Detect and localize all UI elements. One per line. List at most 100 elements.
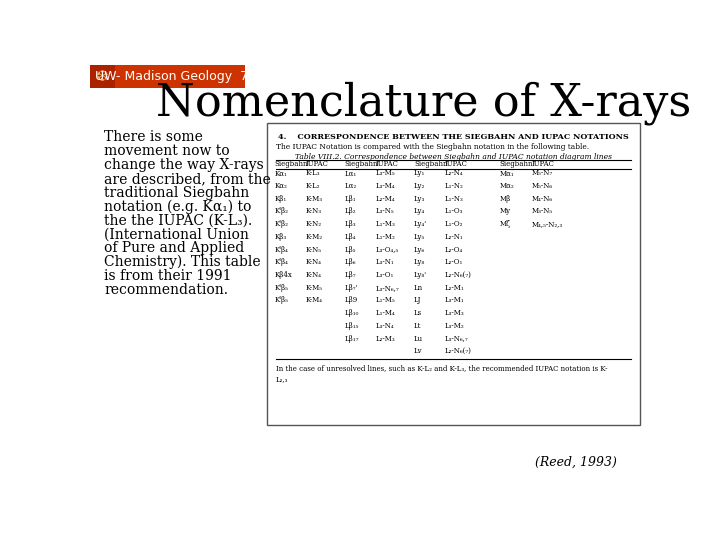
Text: IUPAC: IUPAC [305, 160, 328, 168]
Text: L₃-N₅: L₃-N₅ [375, 207, 394, 215]
Text: LJ: LJ [414, 296, 421, 305]
Text: Kα₁: Kα₁ [274, 170, 287, 177]
Text: M₄-N₆: M₄-N₆ [532, 195, 553, 203]
Text: In the case of unresolved lines, such as K-L₂ and K-L₃, the recommended IUPAC no: In the case of unresolved lines, such as… [276, 364, 608, 383]
Text: change the way X-rays: change the way X-rays [104, 158, 264, 172]
Text: Ly₁: Ly₁ [414, 170, 426, 177]
Text: Siegbahn: Siegbahn [414, 160, 447, 168]
Text: M₃-N₅: M₃-N₅ [532, 207, 553, 215]
Text: L₃-M₅: L₃-M₅ [375, 170, 395, 177]
Text: K-N₃: K-N₃ [305, 207, 321, 215]
Text: K-L₃: K-L₃ [305, 170, 320, 177]
Text: Ly₂: Ly₂ [414, 182, 426, 190]
Text: K-N₂: K-N₂ [305, 220, 321, 228]
Text: L₂-O₁: L₂-O₁ [445, 258, 464, 266]
Text: Ly₈: Ly₈ [414, 258, 426, 266]
Text: Ly₆: Ly₆ [414, 246, 426, 254]
Text: M₄,₅-N₂,₃: M₄,₅-N₂,₃ [532, 220, 563, 228]
Text: Lβ9: Lβ9 [344, 296, 357, 305]
Text: Ly₄: Ly₄ [414, 207, 426, 215]
Text: Mα₂: Mα₂ [499, 182, 514, 190]
Text: K-L₂: K-L₂ [305, 182, 320, 190]
Text: Kα₂: Kα₂ [274, 182, 287, 190]
Text: Lβ₁₅: Lβ₁₅ [344, 322, 359, 330]
Text: Table VIII.2. Correspondence between Siegbahn and IUPAC notation diagram lines: Table VIII.2. Correspondence between Sie… [295, 153, 612, 160]
Text: recommendation.: recommendation. [104, 283, 228, 296]
Text: Siegbahn: Siegbahn [499, 160, 533, 168]
Text: Lβ₄: Lβ₄ [344, 233, 356, 241]
Text: Lβ₆: Lβ₆ [344, 258, 356, 266]
Text: L₃-O₁: L₃-O₁ [375, 271, 394, 279]
Text: L₂-M₄: L₂-M₄ [375, 195, 395, 203]
Text: K-M₂: K-M₂ [305, 233, 323, 241]
Text: (International Union: (International Union [104, 227, 249, 241]
Text: Lβ₁₀: Lβ₁₀ [344, 309, 359, 317]
Text: of Pure and Applied: of Pure and Applied [104, 241, 244, 255]
Text: L₁-O₃: L₁-O₃ [445, 207, 464, 215]
Text: L₁-M₃: L₁-M₃ [375, 220, 395, 228]
Text: L₂-M₃: L₂-M₃ [375, 335, 395, 342]
Text: Lt: Lt [414, 322, 421, 330]
Text: UW- Madison Geology  777: UW- Madison Geology 777 [94, 70, 264, 83]
Text: My: My [499, 207, 510, 215]
Text: The IUPAC Notation is compared with the Siegbahn notation in the following table: The IUPAC Notation is compared with the … [276, 143, 589, 151]
FancyBboxPatch shape [266, 123, 640, 425]
Text: L₁-N₂: L₁-N₂ [445, 182, 464, 190]
Text: L₃-M₂: L₃-M₂ [445, 322, 464, 330]
Text: Ly₄': Ly₄' [414, 220, 427, 228]
Text: L₂-N₁: L₂-N₁ [445, 233, 464, 241]
Text: M₅-N₆: M₅-N₆ [532, 182, 553, 190]
Text: L₃-M₁: L₃-M₁ [445, 296, 464, 305]
Text: L₂-M₁: L₂-M₁ [445, 284, 464, 292]
Text: L₂-N₆(₇): L₂-N₆(₇) [445, 347, 472, 355]
Text: Mβ: Mβ [499, 195, 510, 203]
Text: Kᴵβ₂: Kᴵβ₂ [274, 207, 288, 215]
Text: Kᴵβ₂: Kᴵβ₂ [274, 220, 288, 228]
Text: Mα₁: Mα₁ [499, 170, 514, 177]
Text: Nomenclature of X-rays: Nomenclature of X-rays [156, 82, 691, 125]
Text: L₃-M₃: L₃-M₃ [445, 309, 464, 317]
Text: L₁-M₂: L₁-M₂ [375, 233, 395, 241]
Text: Lβ₁: Lβ₁ [344, 195, 356, 203]
Text: L₃-N₆,₇: L₃-N₆,₇ [375, 284, 399, 292]
Text: Siegbahn: Siegbahn [274, 160, 308, 168]
Text: K-N₅: K-N₅ [305, 246, 321, 254]
Text: movement now to: movement now to [104, 144, 230, 158]
Text: Ln: Ln [414, 284, 423, 292]
Text: L₂-N₆(₇): L₂-N₆(₇) [445, 271, 472, 279]
Text: L₃-O₄,₅: L₃-O₄,₅ [375, 246, 398, 254]
Text: K-M₄: K-M₄ [305, 296, 323, 305]
Text: IUPAC: IUPAC [532, 160, 554, 168]
Text: is from their 1991: is from their 1991 [104, 269, 231, 283]
Text: M₅-N₇: M₅-N₇ [532, 170, 553, 177]
Text: Siegbahn: Siegbahn [344, 160, 378, 168]
Text: IUPAC: IUPAC [445, 160, 468, 168]
Text: Ls: Ls [414, 309, 422, 317]
Text: Kβ4x: Kβ4x [274, 271, 292, 279]
Text: L₃-N₆,₇: L₃-N₆,₇ [445, 335, 469, 342]
Text: the the IUPAC (K-L₃).: the the IUPAC (K-L₃). [104, 213, 252, 227]
Text: Lβ₂: Lβ₂ [344, 207, 356, 215]
Text: IUPAC: IUPAC [375, 160, 398, 168]
Text: Kᴵβ₅: Kᴵβ₅ [274, 284, 288, 292]
Text: Ly₃: Ly₃ [414, 195, 426, 203]
Text: Kᴵβ₄: Kᴵβ₄ [274, 258, 288, 266]
Text: are described, from the: are described, from the [104, 172, 271, 186]
Text: Kβ₁: Kβ₁ [274, 195, 287, 203]
Text: L₂-O₄: L₂-O₄ [445, 246, 463, 254]
Text: L₃-N₄: L₃-N₄ [375, 322, 394, 330]
Text: Kᴵβ₅: Kᴵβ₅ [274, 296, 288, 305]
Text: K-M₃: K-M₃ [305, 195, 323, 203]
Text: Mζ: Mζ [499, 220, 510, 228]
Text: Lβ₁₇: Lβ₁₇ [344, 335, 359, 342]
Text: L₁-M₅: L₁-M₅ [375, 296, 395, 305]
Text: Kᴵβ₄: Kᴵβ₄ [274, 246, 288, 254]
Text: Lβ₅: Lβ₅ [344, 246, 356, 254]
Text: Lβ₇: Lβ₇ [344, 271, 356, 279]
Text: ❆: ❆ [96, 69, 109, 84]
Text: Ly₈': Ly₈' [414, 271, 427, 279]
Text: L₂-N₄: L₂-N₄ [445, 170, 464, 177]
Text: K-N₄: K-N₄ [305, 258, 321, 266]
Text: notation (e.g. Kα₁) to: notation (e.g. Kα₁) to [104, 200, 251, 214]
Text: L₃-N₁: L₃-N₁ [375, 258, 394, 266]
